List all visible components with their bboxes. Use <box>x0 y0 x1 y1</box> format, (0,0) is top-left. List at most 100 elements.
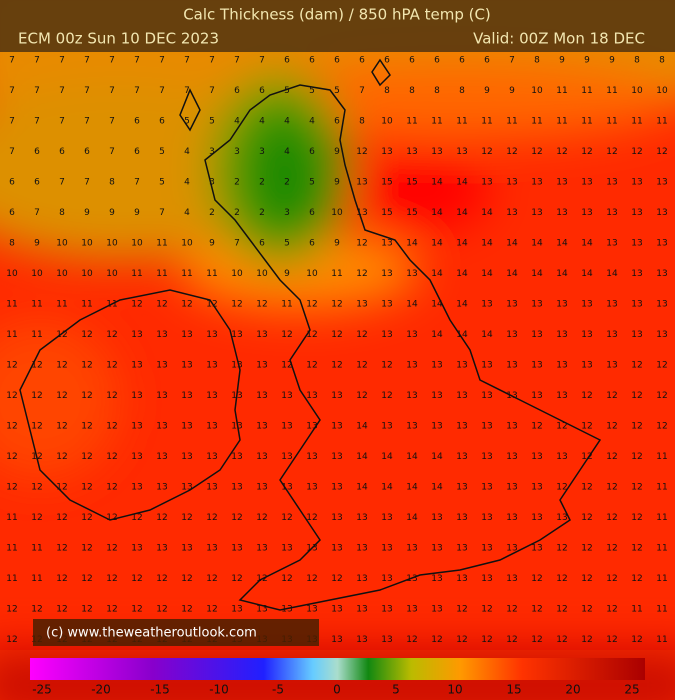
colorbar-label: 10 <box>447 683 462 697</box>
grid-value: 13 <box>381 239 392 249</box>
grid-value: 14 <box>456 330 468 340</box>
grid-value: 7 <box>34 86 40 96</box>
colorbar <box>30 658 645 680</box>
grid-value: 7 <box>9 147 15 157</box>
grid-value: 14 <box>531 269 543 279</box>
grid-value: 11 <box>31 574 42 584</box>
grid-value: 15 <box>406 208 417 218</box>
grid-value: 12 <box>256 300 267 310</box>
grid-value: 14 <box>431 452 443 462</box>
grid-value: 13 <box>431 605 442 615</box>
grid-value: 13 <box>531 483 542 493</box>
grid-value: 10 <box>56 269 68 279</box>
grid-value: 12 <box>81 330 92 340</box>
grid-value: 13 <box>506 452 517 462</box>
grid-value: 11 <box>481 117 492 127</box>
grid-value: 13 <box>331 513 342 523</box>
grid-value: 12 <box>656 147 667 157</box>
grid-value: 5 <box>159 178 165 188</box>
grid-value: 12 <box>206 574 217 584</box>
grid-value: 12 <box>581 574 592 584</box>
grid-value: 13 <box>181 330 192 340</box>
header-bar <box>0 0 675 52</box>
grid-value: 13 <box>156 391 167 401</box>
grid-value: 13 <box>231 391 242 401</box>
grid-value: 12 <box>181 605 192 615</box>
grid-value: 13 <box>456 391 467 401</box>
grid-value: 10 <box>81 239 93 249</box>
grid-value: 12 <box>656 361 667 371</box>
grid-value: 7 <box>184 86 190 96</box>
grid-value: 11 <box>56 300 67 310</box>
grid-value: 12 <box>656 391 667 401</box>
grid-value: 2 <box>259 178 265 188</box>
grid-value: 12 <box>81 391 92 401</box>
grid-value: 13 <box>631 269 642 279</box>
grid-value: 6 <box>309 147 315 157</box>
grid-value: 13 <box>631 239 642 249</box>
grid-value: 7 <box>84 178 90 188</box>
grid-value: 13 <box>606 239 617 249</box>
grid-value: 13 <box>481 422 492 432</box>
grid-value: 13 <box>206 452 217 462</box>
grid-value: 3 <box>259 147 265 157</box>
grid-value: 12 <box>56 574 67 584</box>
grid-value: 12 <box>606 483 617 493</box>
grid-value: 13 <box>131 422 142 432</box>
grid-value: 11 <box>506 117 517 127</box>
grid-value: 13 <box>506 178 517 188</box>
grid-value: 13 <box>356 208 367 218</box>
grid-value: 10 <box>306 269 318 279</box>
grid-value: 8 <box>409 86 415 96</box>
grid-value: 13 <box>556 330 567 340</box>
grid-value: 15 <box>381 208 392 218</box>
grid-value: 12 <box>381 391 392 401</box>
grid-value: 12 <box>556 635 567 645</box>
grid-value: 12 <box>306 574 317 584</box>
grid-value: 11 <box>656 513 667 523</box>
grid-value: 12 <box>281 574 292 584</box>
grid-value: 13 <box>556 208 567 218</box>
grid-value: 13 <box>506 300 517 310</box>
grid-value: 6 <box>309 208 315 218</box>
grid-value: 12 <box>531 574 542 584</box>
grid-value: 14 <box>406 239 418 249</box>
grid-value: 13 <box>431 574 442 584</box>
value-grid: 7 7 7 7 7 7 7 7 7 7 7 6 6 6 6 6 6 6 6 6 7 8 9 9 9 8 8 7 7 7 7 7 7 7 7 7 6 6 5 5… <box>6 56 668 646</box>
grid-value: 7 <box>359 86 365 96</box>
grid-value: 13 <box>556 391 567 401</box>
grid-value: 13 <box>406 605 417 615</box>
grid-value: 13 <box>581 208 592 218</box>
grid-value: 12 <box>631 483 642 493</box>
grid-value: 13 <box>481 178 492 188</box>
grid-value: 12 <box>106 452 117 462</box>
grid-value: 3 <box>209 178 215 188</box>
grid-value: 12 <box>31 452 42 462</box>
grid-value: 12 <box>356 391 367 401</box>
grid-value: 12 <box>581 483 592 493</box>
grid-value: 9 <box>334 147 340 157</box>
colorbar-label: -5 <box>272 683 284 697</box>
grid-value: 13 <box>331 605 342 615</box>
grid-value: 12 <box>56 391 67 401</box>
grid-value: 13 <box>381 513 392 523</box>
grid-value: 14 <box>481 330 493 340</box>
run-label: ECM 00z Sun 10 DEC 2023 <box>18 30 219 48</box>
grid-value: 12 <box>631 147 642 157</box>
grid-value: 13 <box>381 147 392 157</box>
grid-value: 6 <box>9 178 15 188</box>
grid-value: 7 <box>59 117 65 127</box>
grid-value: 13 <box>156 330 167 340</box>
grid-value: 13 <box>206 483 217 493</box>
grid-value: 11 <box>556 86 567 96</box>
grid-value: 10 <box>631 86 643 96</box>
grid-value: 13 <box>306 391 317 401</box>
grid-value: 14 <box>481 269 493 279</box>
grid-value: 12 <box>331 574 342 584</box>
grid-value: 3 <box>284 208 290 218</box>
grid-value: 12 <box>331 300 342 310</box>
grid-value: 7 <box>9 86 15 96</box>
grid-value: 12 <box>631 513 642 523</box>
grid-value: 14 <box>456 269 468 279</box>
